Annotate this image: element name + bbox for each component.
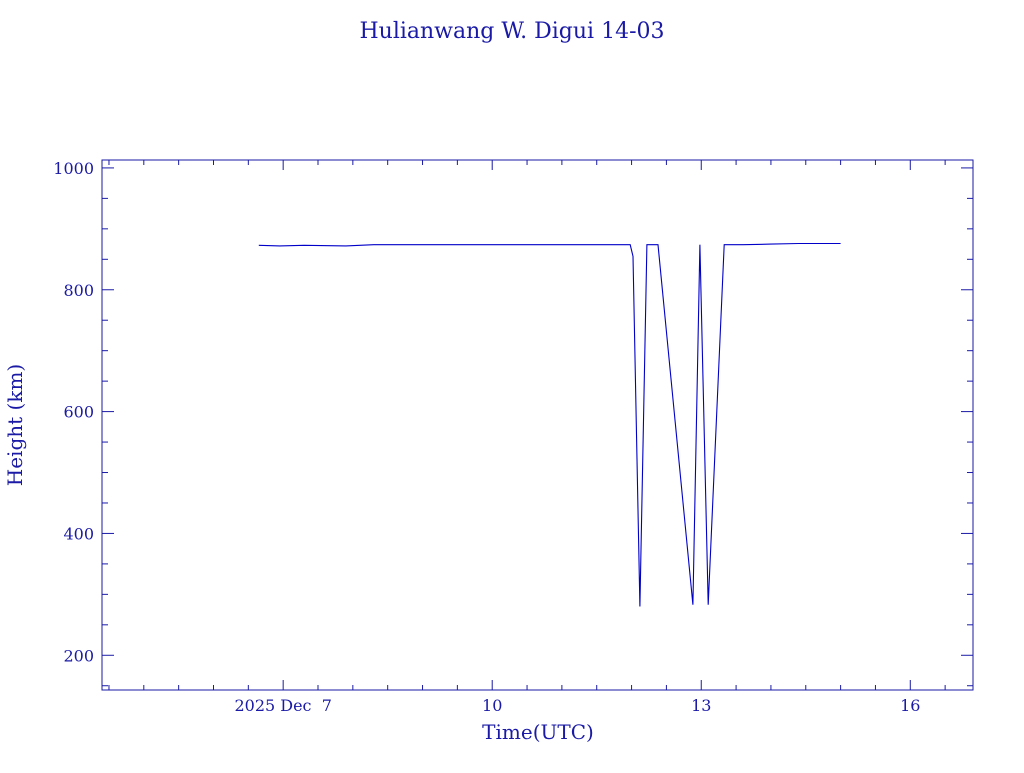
series-layer xyxy=(258,242,841,607)
x-tick-label: 2025 Dec 7 xyxy=(234,696,331,715)
x-tick-label: 16 xyxy=(900,696,920,715)
x-axis-label: Time(UTC) xyxy=(482,720,594,744)
axis-tick-labels: 2025 Dec 7 10 13 16 200 400 600 800 1000 xyxy=(53,159,920,715)
y-tick-label: 200 xyxy=(63,646,94,665)
y-axis-label: Height (km) xyxy=(3,364,27,486)
y-tick-label: 1000 xyxy=(53,159,94,178)
y-tick-label: 600 xyxy=(63,403,94,422)
x-tick-label: 13 xyxy=(691,696,711,715)
plot-frame xyxy=(101,159,974,691)
y-tick-label: 800 xyxy=(63,281,94,300)
axis-ticks xyxy=(102,160,973,690)
plot-axes xyxy=(101,159,974,691)
series-line xyxy=(258,242,841,607)
x-tick-label: 10 xyxy=(482,696,502,715)
chart-title: Hulianwang W. Digui 14-03 xyxy=(359,19,664,44)
y-tick-label: 400 xyxy=(63,524,94,543)
